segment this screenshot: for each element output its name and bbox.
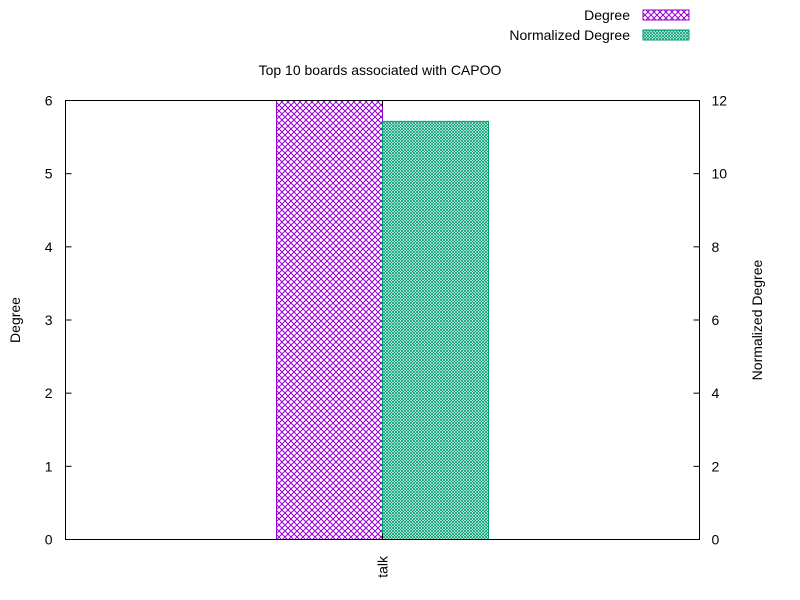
y-axis-ticks: 0 1 2 3 4 5 6 <box>45 93 72 548</box>
y2-tick-label: 0 <box>712 532 720 548</box>
bar-normalized-degree <box>382 120 489 540</box>
x-tick-label: talk <box>375 555 391 578</box>
y-tick-label: 2 <box>45 385 53 401</box>
legend-swatch-normalized-degree <box>642 29 690 41</box>
y2-tick-label: 2 <box>712 458 720 474</box>
legend-label-normalized-degree: Normalized Degree <box>509 27 630 43</box>
legend: Degree Normalized Degree <box>509 7 690 43</box>
y2-tick-label: 8 <box>712 239 720 255</box>
legend-label-degree: Degree <box>584 7 630 23</box>
y-tick-label: 6 <box>45 93 53 109</box>
y-tick-label: 4 <box>45 239 53 255</box>
y-tick-label: 0 <box>45 532 53 548</box>
y-tick-label: 5 <box>45 166 53 182</box>
bars <box>276 100 489 540</box>
y2-tick-label: 4 <box>712 385 720 401</box>
y-tick-label: 1 <box>45 458 53 474</box>
y2-tick-label: 12 <box>712 93 728 109</box>
y-axis-label: Degree <box>7 297 23 343</box>
x-axis-ticks: talk <box>375 100 391 578</box>
y2-tick-label: 6 <box>712 312 720 328</box>
legend-swatch-degree <box>642 9 690 21</box>
y-tick-label: 3 <box>45 312 53 328</box>
chart-title: Top 10 boards associated with CAPOO <box>259 62 502 78</box>
y2-axis-ticks: 0 2 4 6 8 10 12 <box>693 93 728 548</box>
plot-frame <box>65 100 700 540</box>
bar-degree <box>276 100 383 540</box>
y2-tick-label: 10 <box>712 166 728 182</box>
y2-axis-label: Normalized Degree <box>749 259 765 380</box>
